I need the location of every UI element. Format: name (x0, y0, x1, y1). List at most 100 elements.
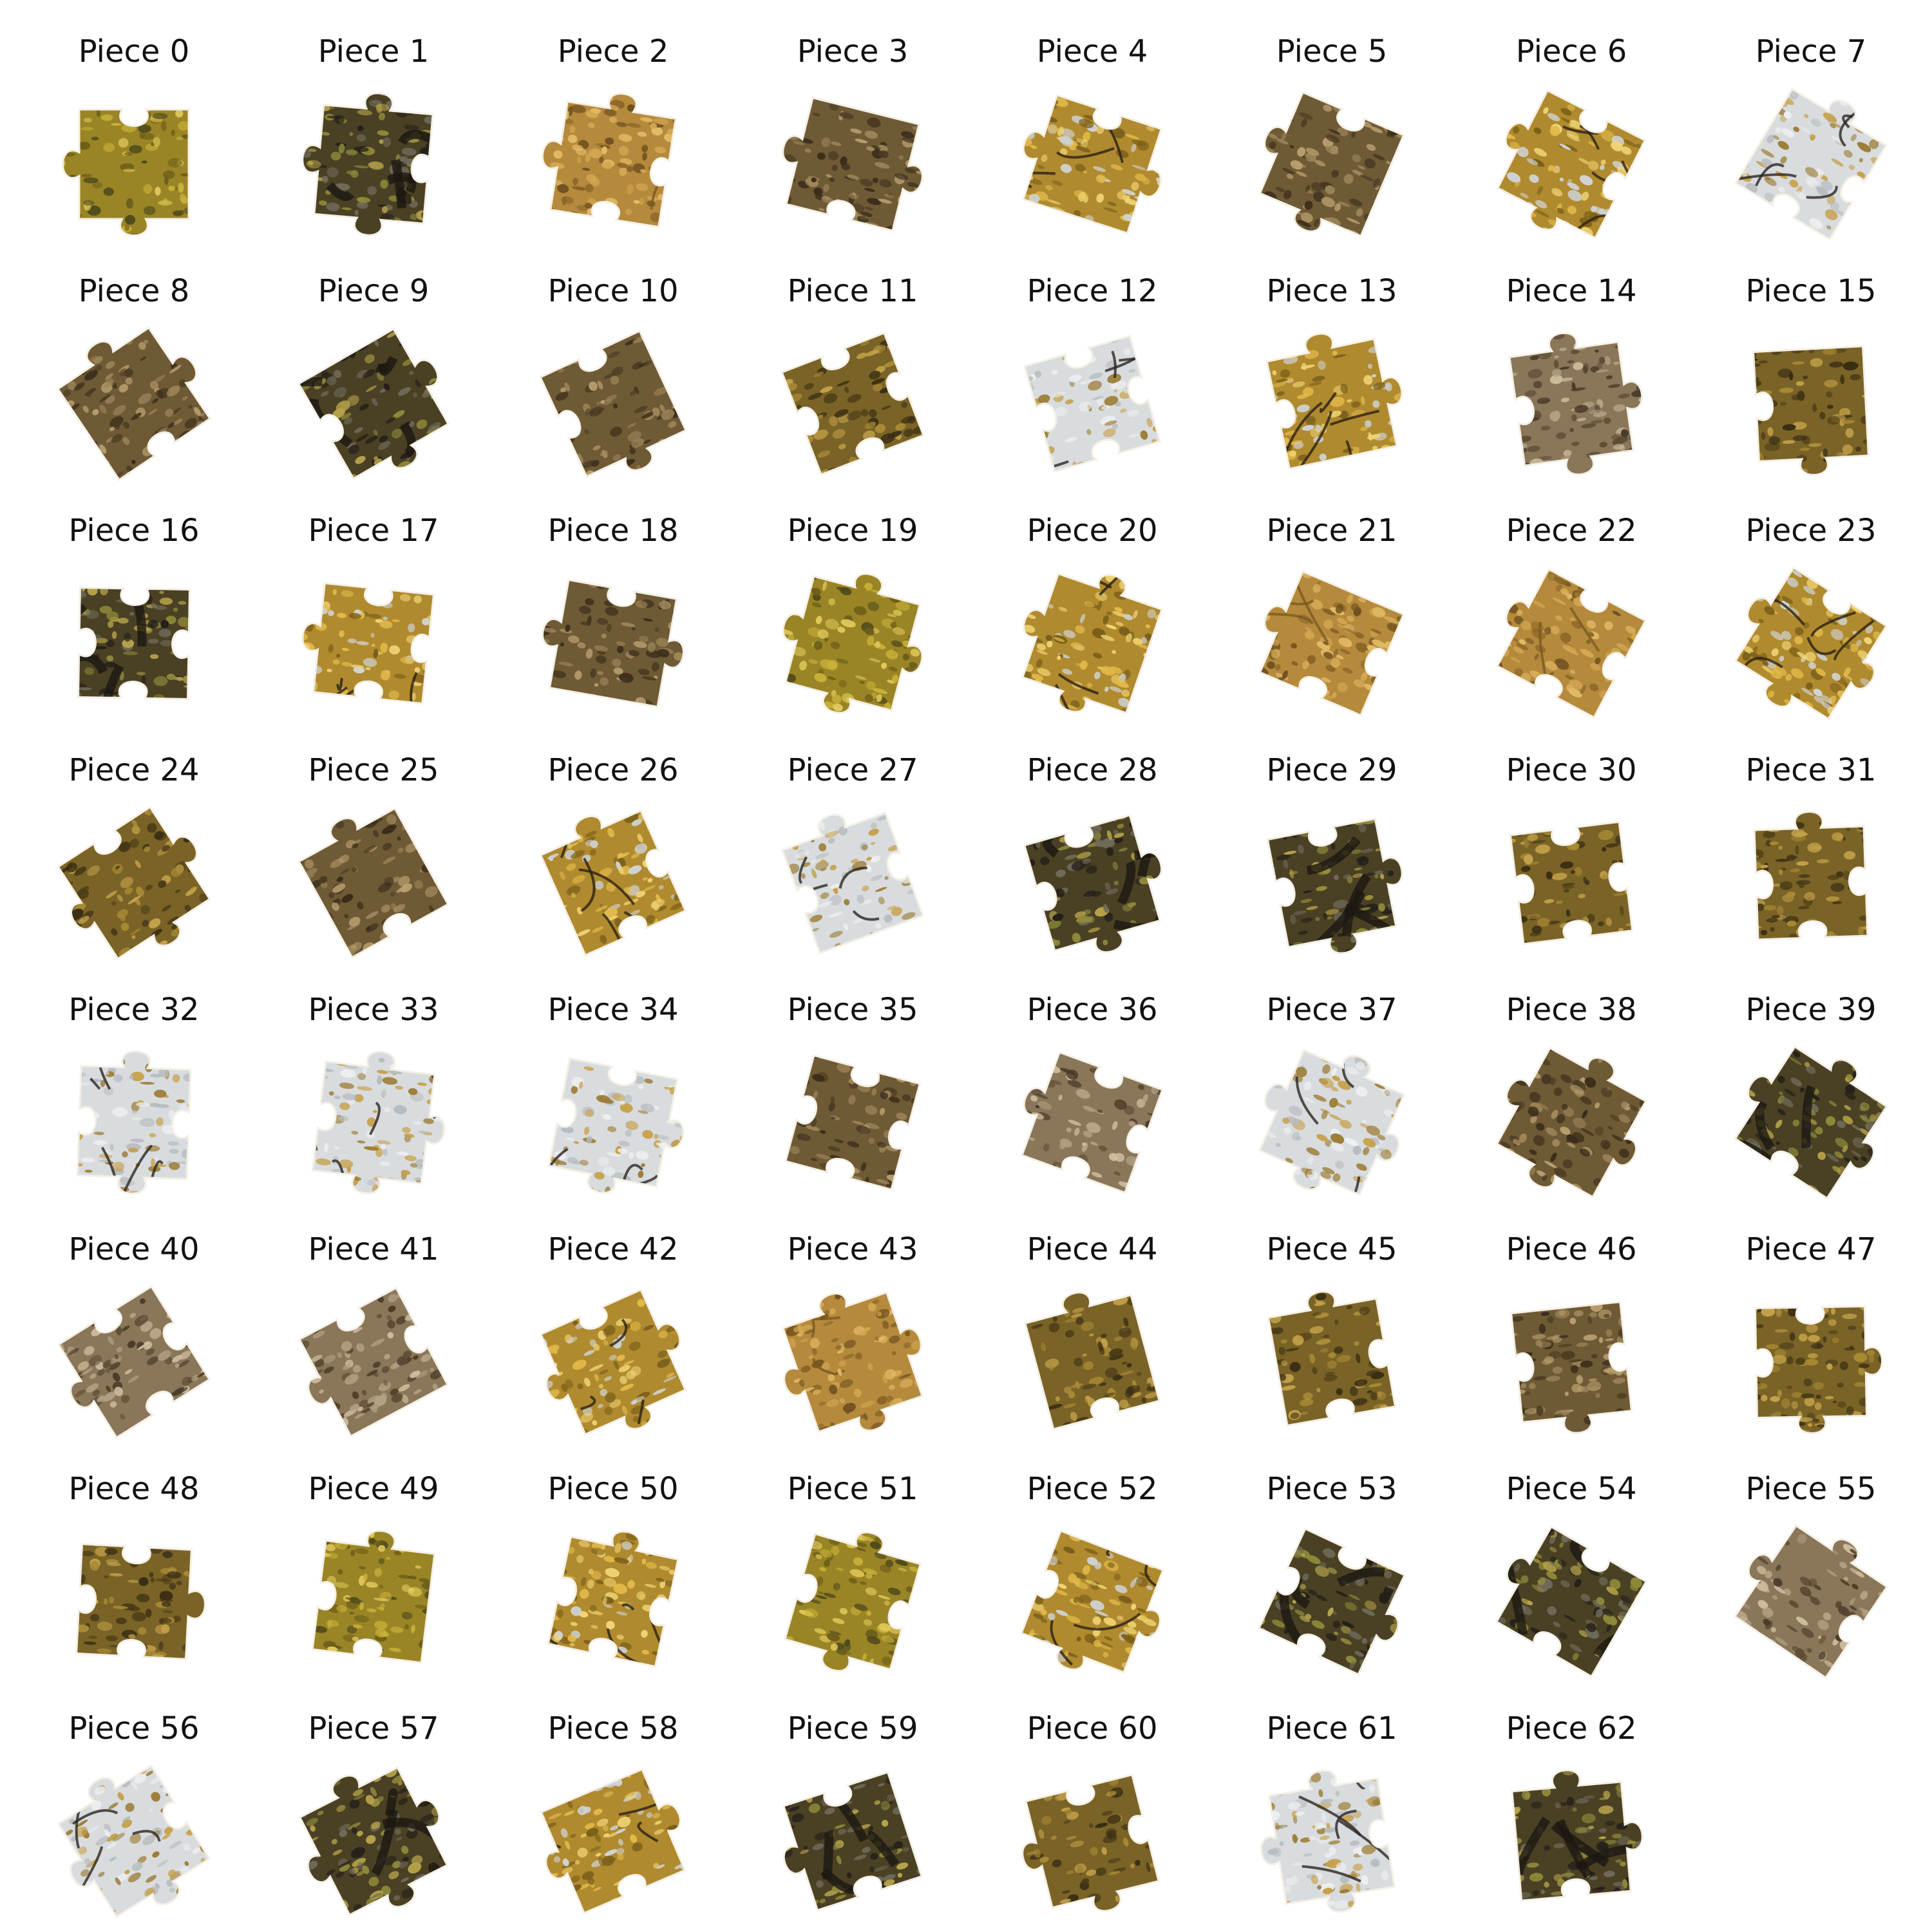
puzzle-piece[interactable] (756, 1515, 949, 1689)
puzzle-piece[interactable] (277, 556, 470, 730)
puzzle-piece[interactable] (516, 317, 710, 492)
puzzle-piece-cell[interactable]: Piece 33 (254, 971, 493, 1211)
puzzle-piece[interactable] (35, 1752, 231, 1932)
puzzle-piece[interactable] (37, 305, 231, 491)
puzzle-piece-cell[interactable]: Piece 7 (1691, 13, 1931, 252)
puzzle-piece-cell[interactable]: Piece 13 (1212, 252, 1452, 492)
puzzle-piece-cell[interactable]: Piece 22 (1452, 492, 1691, 732)
puzzle-piece-cell[interactable]: Piece 39 (1691, 971, 1931, 1211)
puzzle-piece-cell[interactable]: Piece 19 (733, 492, 972, 732)
puzzle-piece[interactable] (1714, 1502, 1908, 1689)
puzzle-piece[interactable] (516, 1515, 710, 1689)
puzzle-piece[interactable] (1714, 796, 1908, 970)
puzzle-piece[interactable] (756, 317, 949, 491)
puzzle-piece[interactable] (996, 796, 1189, 970)
puzzle-piece-cell[interactable]: Piece 46 (1452, 1211, 1691, 1450)
puzzle-piece-cell[interactable]: Piece 48 (14, 1450, 254, 1690)
puzzle-piece[interactable] (277, 1036, 470, 1209)
puzzle-piece-cell[interactable]: Piece 59 (733, 1690, 972, 1929)
puzzle-piece[interactable] (1712, 556, 1908, 742)
puzzle-piece-cell[interactable]: Piece 30 (1452, 732, 1691, 971)
puzzle-piece-cell[interactable]: Piece 37 (1212, 971, 1452, 1217)
puzzle-piece[interactable] (277, 317, 471, 493)
puzzle-piece-cell[interactable]: Piece 54 (1452, 1450, 1691, 1690)
puzzle-piece-cell[interactable]: Piece 62 (1452, 1690, 1691, 1929)
puzzle-piece[interactable] (1235, 556, 1428, 730)
puzzle-piece-cell[interactable]: Piece 17 (254, 492, 493, 732)
puzzle-piece[interactable] (996, 1036, 1189, 1209)
puzzle-piece[interactable] (1475, 1275, 1668, 1449)
puzzle-piece[interactable] (277, 1275, 470, 1449)
puzzle-piece-cell[interactable]: Piece 2 (493, 13, 733, 252)
puzzle-piece[interactable] (1475, 1754, 1668, 1928)
puzzle-piece-cell[interactable]: Piece 1 (254, 13, 493, 252)
puzzle-piece[interactable] (996, 1515, 1189, 1694)
puzzle-piece[interactable] (1235, 796, 1428, 970)
puzzle-piece[interactable] (996, 77, 1189, 251)
puzzle-piece-cell[interactable]: Piece 14 (1452, 252, 1691, 492)
puzzle-piece[interactable] (37, 77, 231, 251)
puzzle-piece-cell[interactable]: Piece 38 (1452, 971, 1691, 1220)
puzzle-piece-cell[interactable]: Piece 20 (972, 492, 1212, 732)
puzzle-piece[interactable] (756, 796, 949, 970)
puzzle-piece-cell[interactable]: Piece 0 (14, 13, 254, 252)
puzzle-piece[interactable] (996, 553, 1189, 730)
puzzle-piece[interactable] (1474, 1025, 1669, 1220)
puzzle-piece-cell[interactable]: Piece 18 (493, 492, 733, 732)
puzzle-piece-cell[interactable]: Piece 4 (972, 13, 1212, 252)
puzzle-piece-cell[interactable]: Piece 52 (972, 1450, 1212, 1694)
puzzle-piece[interactable] (37, 796, 232, 981)
puzzle-piece[interactable] (996, 1275, 1189, 1449)
puzzle-piece-cell[interactable]: Piece 61 (1212, 1690, 1452, 1929)
puzzle-piece[interactable] (1475, 317, 1668, 491)
puzzle-piece-cell[interactable]: Piece 44 (972, 1211, 1212, 1450)
puzzle-piece-cell[interactable]: Piece 56 (14, 1690, 254, 1932)
puzzle-piece-cell[interactable]: Piece 21 (1212, 492, 1452, 732)
puzzle-piece-cell[interactable]: Piece 50 (493, 1450, 733, 1690)
puzzle-piece[interactable] (516, 1275, 710, 1456)
puzzle-piece[interactable] (1475, 77, 1668, 253)
puzzle-piece-cell[interactable]: Piece 6 (1452, 13, 1691, 253)
puzzle-piece[interactable] (1714, 317, 1908, 491)
puzzle-piece-cell[interactable]: Piece 11 (733, 252, 972, 492)
puzzle-piece-cell[interactable]: Piece 41 (254, 1211, 493, 1450)
puzzle-piece-cell[interactable]: Piece 36 (972, 971, 1212, 1211)
puzzle-piece[interactable] (756, 1271, 949, 1453)
puzzle-piece-cell[interactable]: Piece 29 (1212, 732, 1452, 971)
puzzle-piece-cell[interactable]: Piece 35 (733, 971, 972, 1211)
puzzle-piece-cell[interactable]: Piece 43 (733, 1211, 972, 1453)
puzzle-piece-cell[interactable]: Piece 42 (493, 1211, 733, 1456)
puzzle-piece[interactable] (756, 556, 949, 731)
puzzle-piece[interactable] (1235, 1028, 1428, 1217)
puzzle-piece-cell[interactable]: Piece 58 (493, 1690, 733, 1929)
puzzle-piece-cell[interactable]: Piece 45 (1212, 1211, 1452, 1450)
puzzle-piece[interactable] (37, 556, 231, 730)
puzzle-piece[interactable] (37, 1036, 231, 1209)
puzzle-piece-cell[interactable]: Piece 34 (493, 971, 733, 1211)
puzzle-piece[interactable] (996, 1754, 1189, 1928)
puzzle-piece[interactable] (1235, 1754, 1428, 1928)
puzzle-piece-cell[interactable]: Piece 8 (14, 252, 254, 492)
puzzle-piece-cell[interactable]: Piece 51 (733, 1450, 972, 1690)
puzzle-piece[interactable] (1475, 556, 1668, 730)
puzzle-piece[interactable] (516, 795, 710, 970)
puzzle-piece[interactable] (756, 1036, 949, 1209)
puzzle-piece-cell[interactable]: Piece 49 (254, 1450, 493, 1690)
puzzle-piece[interactable] (996, 317, 1189, 491)
puzzle-piece[interactable] (277, 794, 470, 970)
puzzle-piece[interactable] (1235, 317, 1428, 491)
puzzle-piece[interactable] (277, 1515, 470, 1689)
puzzle-piece[interactable] (1235, 77, 1428, 251)
puzzle-piece-cell[interactable]: Piece 23 (1691, 492, 1931, 742)
puzzle-piece[interactable] (516, 1036, 710, 1209)
puzzle-piece[interactable] (1235, 1515, 1428, 1689)
puzzle-piece[interactable] (516, 1754, 710, 1928)
puzzle-piece[interactable] (37, 1515, 231, 1689)
puzzle-piece-cell[interactable]: Piece 16 (14, 492, 254, 732)
puzzle-piece-cell[interactable]: Piece 12 (972, 252, 1212, 492)
puzzle-piece[interactable] (1475, 796, 1668, 970)
puzzle-piece-cell[interactable]: Piece 24 (14, 732, 254, 981)
puzzle-piece-cell[interactable]: Piece 9 (254, 252, 493, 493)
puzzle-piece[interactable] (1475, 1515, 1668, 1689)
puzzle-piece[interactable] (1714, 1275, 1908, 1449)
